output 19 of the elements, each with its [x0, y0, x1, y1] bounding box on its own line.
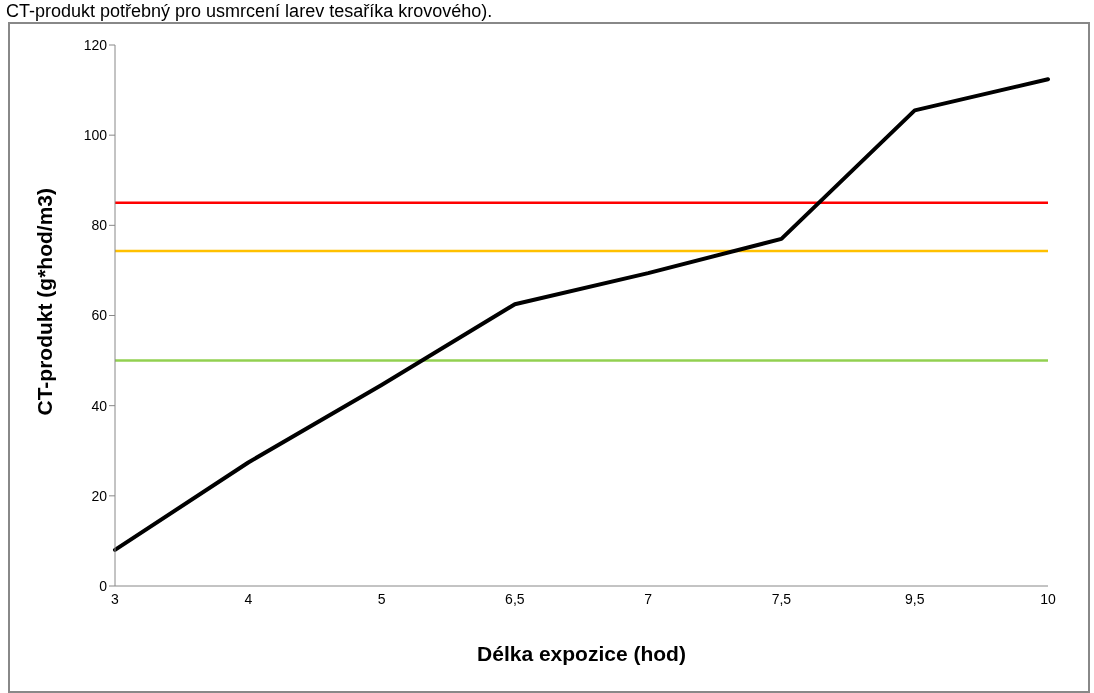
y-tick-label: 40: [91, 397, 108, 414]
x-tick-label: 4: [244, 590, 253, 607]
x-tick-label: 7,5: [771, 590, 792, 607]
line-series: [113, 77, 1050, 552]
y-tick-label: 120: [83, 36, 108, 53]
x-tick-label: 10: [1040, 590, 1056, 607]
y-tick-label: 100: [83, 127, 108, 144]
y-axis-title: CT-produkt (g*hod/m3): [33, 188, 57, 416]
y-tick-label: 60: [91, 307, 108, 324]
x-axis-title: Délka expozice (hod): [477, 642, 686, 665]
y-tick-label: 0: [99, 577, 108, 594]
y-tick-label: 80: [91, 217, 108, 234]
x-tick-label: 3: [111, 590, 120, 607]
x-tick-label: 7: [644, 590, 653, 607]
x-tick-label: 5: [377, 590, 386, 607]
y-tick-label: 20: [91, 487, 108, 504]
x-tick-label: 6,5: [505, 590, 525, 607]
x-tick-label: 9,5: [904, 590, 925, 607]
text: CT-produkt potřebný pro usmrcení larev tesaříka krovového).: [5, 0, 494, 22]
